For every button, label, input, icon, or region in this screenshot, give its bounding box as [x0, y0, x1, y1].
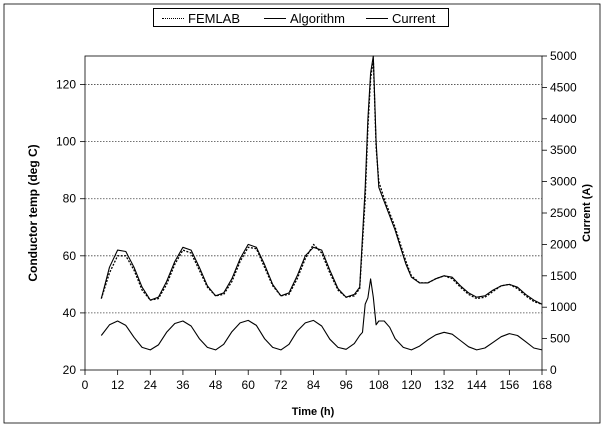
y-tick-label-60: 60 — [63, 249, 77, 263]
y-tick-label-20: 20 — [63, 363, 77, 377]
x-tick-label-144: 144 — [467, 378, 487, 392]
x-tick-label-168: 168 — [532, 378, 552, 392]
y-tick-label-100: 100 — [56, 135, 76, 149]
y2-tick-label-2500: 2500 — [550, 206, 577, 220]
y-tick-label-80: 80 — [63, 192, 77, 206]
x-tick-label-36: 36 — [176, 378, 190, 392]
y2-tick-label-1500: 1500 — [550, 269, 577, 283]
y2-tick-label-2000: 2000 — [550, 237, 577, 251]
x-tick-label-120: 120 — [401, 378, 421, 392]
y2-tick-label-1000: 1000 — [550, 300, 577, 314]
legend: FEMLAB Algorithm Current — [153, 8, 449, 27]
x-tick-label-72: 72 — [274, 378, 288, 392]
series-line-current — [100, 278, 543, 351]
x-tick-label-48: 48 — [209, 378, 223, 392]
x-tick-label-108: 108 — [369, 378, 389, 392]
plot-area — [84, 55, 543, 371]
legend-label-femlab: FEMLAB — [188, 10, 241, 26]
legend-label-current: Current — [392, 10, 436, 26]
y-tick-label-120: 120 — [56, 78, 76, 92]
legend-item-current: Current — [366, 10, 435, 26]
y2-tick-label-500: 500 — [550, 332, 570, 346]
x-tick-label-132: 132 — [434, 378, 454, 392]
legend-swatch-algorithm — [264, 17, 286, 19]
y2-tick-label-4500: 4500 — [550, 80, 577, 94]
chart-frame — [3, 3, 601, 424]
x-tick-label-0: 0 — [82, 378, 89, 392]
x-tick-label-96: 96 — [339, 378, 353, 392]
legend-swatch-femlab — [162, 17, 184, 19]
y2-tick-label-4000: 4000 — [550, 112, 577, 126]
series-line-algorithm — [100, 55, 543, 305]
x-tick-label-84: 84 — [307, 378, 321, 392]
y2-tick-label-5000: 5000 — [550, 49, 577, 63]
legend-swatch-current — [366, 17, 388, 19]
x-axis-title: Time (h) — [292, 406, 335, 418]
legend-item-femlab: FEMLAB — [162, 10, 240, 26]
y-axis-title: Conductor temp (deg C) — [26, 144, 40, 281]
x-tick-label-12: 12 — [111, 378, 125, 392]
y2-tick-label-3000: 3000 — [550, 175, 577, 189]
y2-tick-label-0: 0 — [550, 363, 557, 377]
legend-label-algorithm: Algorithm — [290, 10, 345, 26]
x-tick-label-156: 156 — [499, 378, 519, 392]
x-tick-label-60: 60 — [242, 378, 256, 392]
legend-item-algorithm: Algorithm — [264, 10, 345, 26]
x-tick-label-24: 24 — [144, 378, 158, 392]
y2-tick-label-3500: 3500 — [550, 143, 577, 157]
y-tick-label-40: 40 — [63, 306, 77, 320]
y2-axis-title: Current (A) — [581, 184, 593, 242]
